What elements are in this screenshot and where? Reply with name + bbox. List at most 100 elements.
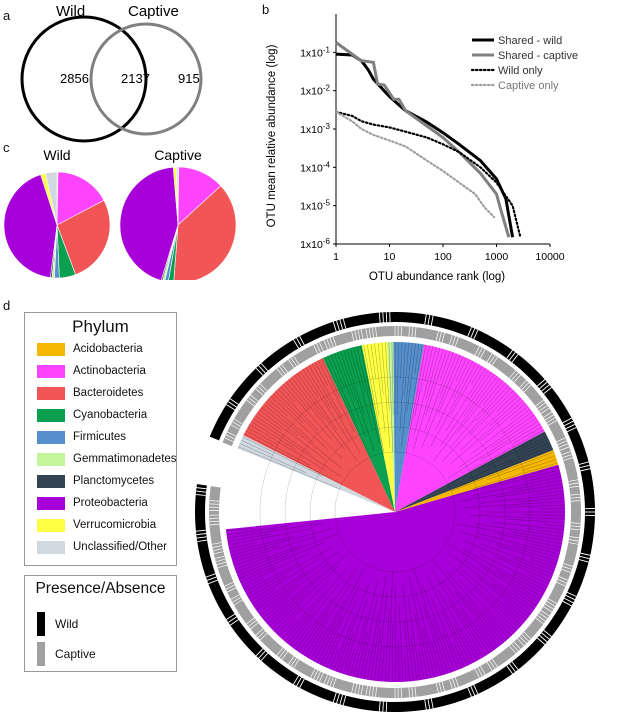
tree-branch: [267, 398, 288, 417]
tree-branch: [262, 597, 289, 619]
absence-tick: [206, 576, 217, 581]
tree-branch: [249, 424, 326, 471]
tree-branch: [404, 342, 410, 395]
tree-branch: [431, 597, 462, 669]
absence-tick: [378, 312, 381, 323]
tree-branch: [346, 649, 355, 676]
absence-tick: [513, 374, 521, 383]
absence-tick: [224, 437, 234, 443]
absence-tick: [250, 622, 259, 630]
absence-tick: [544, 414, 554, 421]
tree-branch: [353, 579, 379, 677]
tree-branch: [252, 418, 341, 477]
tree-branch: [396, 342, 399, 416]
venn-wild-label: Wild: [56, 3, 85, 20]
absence-tick: [411, 687, 414, 698]
absence-tick: [288, 655, 295, 665]
phylum-label: Proteobacteria: [73, 497, 148, 509]
absence-tick: [360, 684, 364, 695]
absence-tick: [473, 329, 479, 340]
tree-branch: [433, 560, 502, 646]
tree-branch: [510, 531, 563, 541]
absence-tick: [197, 539, 208, 543]
absence-tick: [489, 660, 496, 670]
absence-tick: [580, 552, 591, 556]
absence-tick: [559, 446, 570, 451]
tree-branch: [414, 347, 437, 434]
absence-tick: [371, 686, 374, 697]
tree-branch: [408, 576, 432, 679]
phylum-swatch: [37, 496, 65, 510]
tree-branch: [397, 640, 400, 682]
absence-tick: [365, 328, 368, 339]
tree-branch: [399, 342, 406, 432]
tree-branch: [232, 536, 316, 563]
phylum-swatch: [37, 452, 65, 466]
tree-branch: [256, 412, 283, 431]
presence-legend-title: Presence/Absence: [35, 580, 166, 597]
absence-tick: [441, 681, 446, 692]
tree-branch: [437, 588, 478, 661]
tree-branch: [529, 558, 556, 569]
tree-branch: [317, 360, 355, 432]
presence-legend: Presence/Absence Wild Captive: [24, 575, 177, 672]
tree-branch: [363, 344, 385, 454]
absence-tick: [296, 337, 302, 347]
tree-branch: [464, 501, 565, 508]
absence-tick: [258, 650, 266, 659]
tree-branch: [332, 616, 355, 671]
absence-tick: [259, 383, 268, 392]
phylum-swatch: [37, 408, 65, 422]
tree-branch: [270, 396, 329, 451]
tree-clade-sector: [322, 345, 395, 512]
tree-branch: [271, 566, 338, 630]
absence-tick: [382, 701, 384, 712]
absence-tick: [467, 327, 472, 337]
tree-branch: [448, 432, 546, 485]
phylum-label: Unclassified/Other: [73, 541, 167, 553]
tree-branch: [477, 532, 560, 555]
absence-tick: [569, 485, 580, 488]
absence-tick: [414, 327, 417, 338]
tree-branch: [492, 582, 533, 612]
tree-branch: [421, 584, 455, 672]
tree-clade-sector: [361, 342, 395, 512]
absence-tick: [430, 315, 434, 326]
absence-tick: [562, 600, 572, 607]
absence-tick: [205, 573, 216, 578]
tree-branch: [277, 388, 319, 431]
absence-tick: [511, 354, 519, 363]
tree-branch: [463, 559, 535, 610]
absence-tick: [342, 318, 347, 329]
tree-branch: [480, 403, 526, 442]
tree-branch: [496, 556, 551, 582]
tree-clade-sector: [237, 435, 395, 512]
tree-branch: [442, 579, 493, 652]
tree-branch: [434, 359, 471, 431]
absence-tick: [579, 555, 590, 560]
tree-branch: [374, 629, 381, 681]
absence-tick: [227, 616, 237, 623]
tree-branch: [488, 469, 560, 489]
tree-branch: [248, 575, 287, 599]
x-tick-label: 1: [333, 251, 339, 263]
absence-tick: [354, 683, 358, 694]
tree-branch: [241, 552, 311, 586]
tree-branch: [226, 528, 250, 532]
absence-tick: [209, 520, 220, 523]
tree-branch: [366, 344, 380, 417]
tree-branch: [391, 624, 394, 682]
tree-branch: [281, 594, 322, 640]
tree-branch: [448, 600, 484, 658]
tree-branch: [307, 630, 325, 658]
absence-tick: [212, 548, 223, 552]
absence-tick: [535, 399, 544, 407]
tree-branch: [510, 405, 529, 421]
tree-branch: [477, 576, 529, 618]
tree-branch: [469, 514, 565, 520]
tree-branch: [265, 401, 314, 443]
tree-branch: [308, 365, 361, 453]
absence-tick: [557, 579, 567, 584]
x-tick-label: 10000: [535, 251, 564, 263]
tree-branch: [261, 406, 299, 437]
